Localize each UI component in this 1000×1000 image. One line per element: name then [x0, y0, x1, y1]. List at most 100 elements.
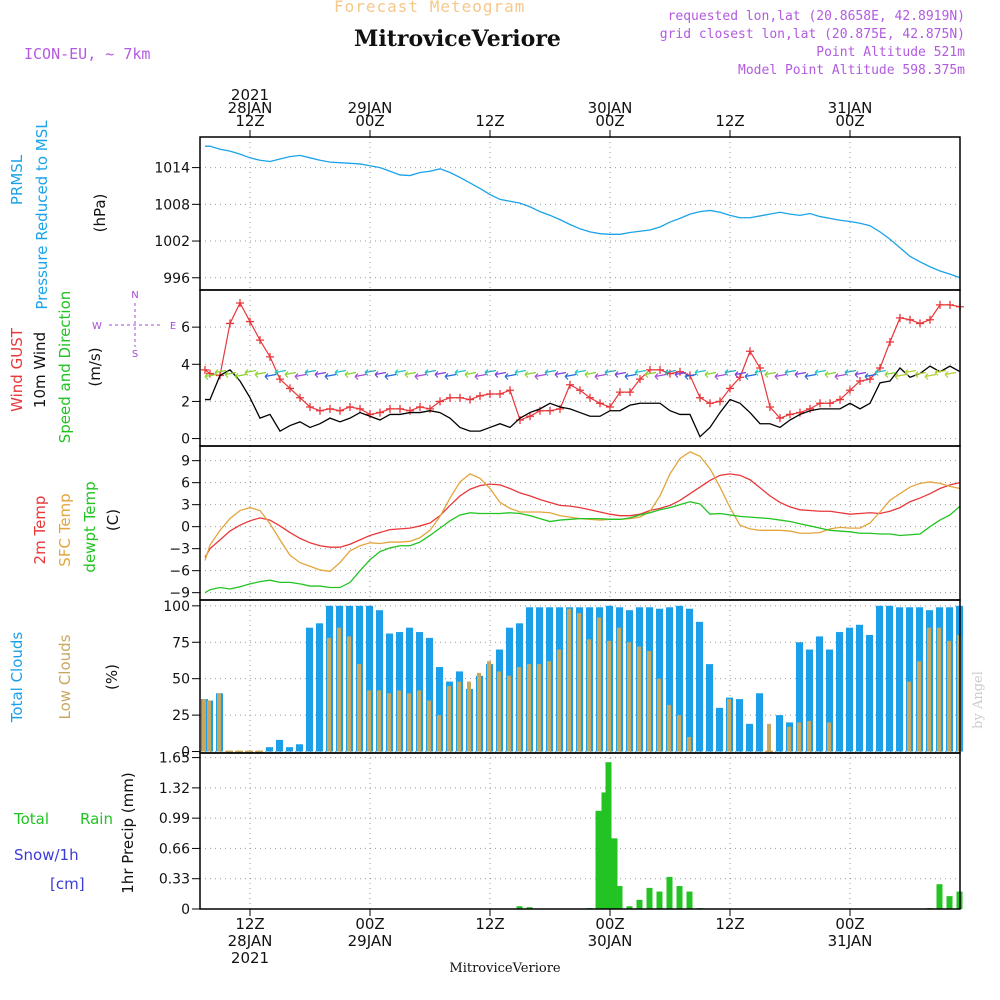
wind-arrow: [404, 371, 417, 378]
wind-arrow: [544, 369, 557, 376]
label-precip-unit: 1hr Precip (mm): [119, 772, 137, 893]
wind-arrow: [454, 369, 467, 376]
gust-point: [376, 408, 384, 417]
total-cloud-bar: [306, 627, 313, 752]
total-cloud-bar: [886, 605, 893, 752]
gust-point: [416, 403, 424, 411]
label-ms: (m/s): [86, 347, 104, 386]
gust-point: [656, 365, 664, 374]
total-cloud-bar: [846, 627, 853, 752]
low-cloud-bar: [597, 617, 601, 752]
low-cloud-bar: [207, 700, 211, 752]
rain-bar: [636, 899, 643, 909]
label-prmsl: PRMSL: [8, 154, 26, 205]
total-cloud-bar: [686, 608, 693, 752]
total-cloud-bar: [816, 636, 823, 752]
low-cloud-bar: [537, 664, 541, 752]
wind-arrow: [804, 373, 817, 380]
gust-point: [576, 386, 584, 395]
low-cloud-bar: [387, 693, 391, 752]
rain-bar: [611, 838, 618, 909]
gust-point: [916, 319, 924, 328]
wind-arrow: [264, 373, 277, 380]
low-cloud-bar: [547, 661, 551, 752]
gust-point: [586, 393, 594, 402]
total-cloud-bar: [806, 649, 813, 752]
gust-point: [906, 315, 914, 324]
low-cloud-bar: [467, 681, 471, 752]
wind-arrow: [894, 373, 907, 380]
x-tick-label-bottom: 12Z: [475, 915, 504, 933]
wind-arrow: [334, 369, 347, 376]
pressure-line: [205, 145, 961, 279]
rain-bar: [616, 886, 623, 909]
x-tick-label-bottom: 00Z: [595, 915, 624, 933]
gust-point: [706, 399, 714, 408]
x-tick-label-bottom: 12Z: [715, 915, 744, 933]
wind-arrow: [484, 369, 497, 376]
chart-title: MitroviceVeriore: [354, 26, 561, 52]
wind-arrow: [884, 371, 897, 378]
wind-arrow: [684, 373, 697, 380]
gust-point: [336, 406, 344, 415]
wind-arrow: [344, 371, 357, 378]
low-cloud-bar: [827, 722, 831, 752]
wind-arrow: [844, 369, 857, 376]
wind-arrow: [474, 373, 487, 380]
dewpt-line: [204, 501, 961, 594]
wind-arrow: [634, 369, 647, 376]
gust-line: [204, 301, 961, 421]
wind-arrow: [744, 373, 757, 380]
temp2m-line: [204, 473, 961, 558]
gust-point: [846, 386, 854, 395]
y-tick-label: 25: [172, 708, 190, 724]
wind-arrow: [644, 371, 657, 378]
low-cloud-bar: [667, 704, 671, 752]
total-cloud-bar: [866, 634, 873, 752]
total-cloud-bar: [276, 739, 283, 752]
wind-arrow: [424, 369, 437, 376]
y-tick-label: 1.65: [159, 751, 190, 767]
gust-point: [406, 406, 414, 415]
wind-line: [205, 365, 961, 438]
total-cloud-bar: [746, 723, 753, 752]
gust-point: [696, 393, 704, 402]
total-cloud-bar: [666, 607, 673, 752]
wind-arrow: [574, 369, 587, 376]
low-cloud-bar: [687, 736, 691, 752]
total-cloud-bar: [716, 707, 723, 752]
gust-point: [606, 403, 614, 411]
wind-arrow: [554, 371, 567, 378]
low-cloud-bar: [347, 636, 351, 752]
wind-arrow: [854, 371, 867, 378]
panel-frame: [199, 136, 961, 291]
y-tick-label: 100: [163, 599, 190, 615]
gust-point: [626, 388, 634, 397]
wind-arrow: [444, 373, 457, 380]
wind-arrow: [834, 373, 847, 380]
wind-arrow: [564, 373, 577, 380]
wind-arrow: [394, 369, 407, 376]
low-cloud-bar: [407, 693, 411, 752]
low-cloud-bar: [907, 681, 911, 752]
y-tick-label: 1002: [154, 234, 190, 250]
wind-arrow: [204, 373, 217, 380]
x-tick-label-top: 00Z: [595, 112, 624, 130]
gust-point: [796, 408, 804, 417]
low-cloud-bar: [727, 699, 731, 752]
requested-coords: requested lon,lat (20.8658E, 42.8919N): [667, 9, 965, 24]
rain-bar: [936, 884, 943, 909]
gust-point: [806, 404, 814, 413]
y-tick-label: 0: [181, 432, 190, 448]
compass-e: E: [170, 321, 176, 332]
total-cloud-bar: [376, 610, 383, 752]
total-cloud-bar: [366, 605, 373, 752]
low-cloud-bar: [557, 649, 561, 752]
y-tick-label: 0: [181, 902, 190, 918]
wind-arrow: [594, 373, 607, 380]
gust-point: [556, 404, 564, 413]
wind-arrow: [704, 371, 717, 378]
low-cloud-bar: [787, 726, 791, 752]
gust-point: [536, 406, 544, 415]
wind-arrow: [764, 371, 777, 378]
